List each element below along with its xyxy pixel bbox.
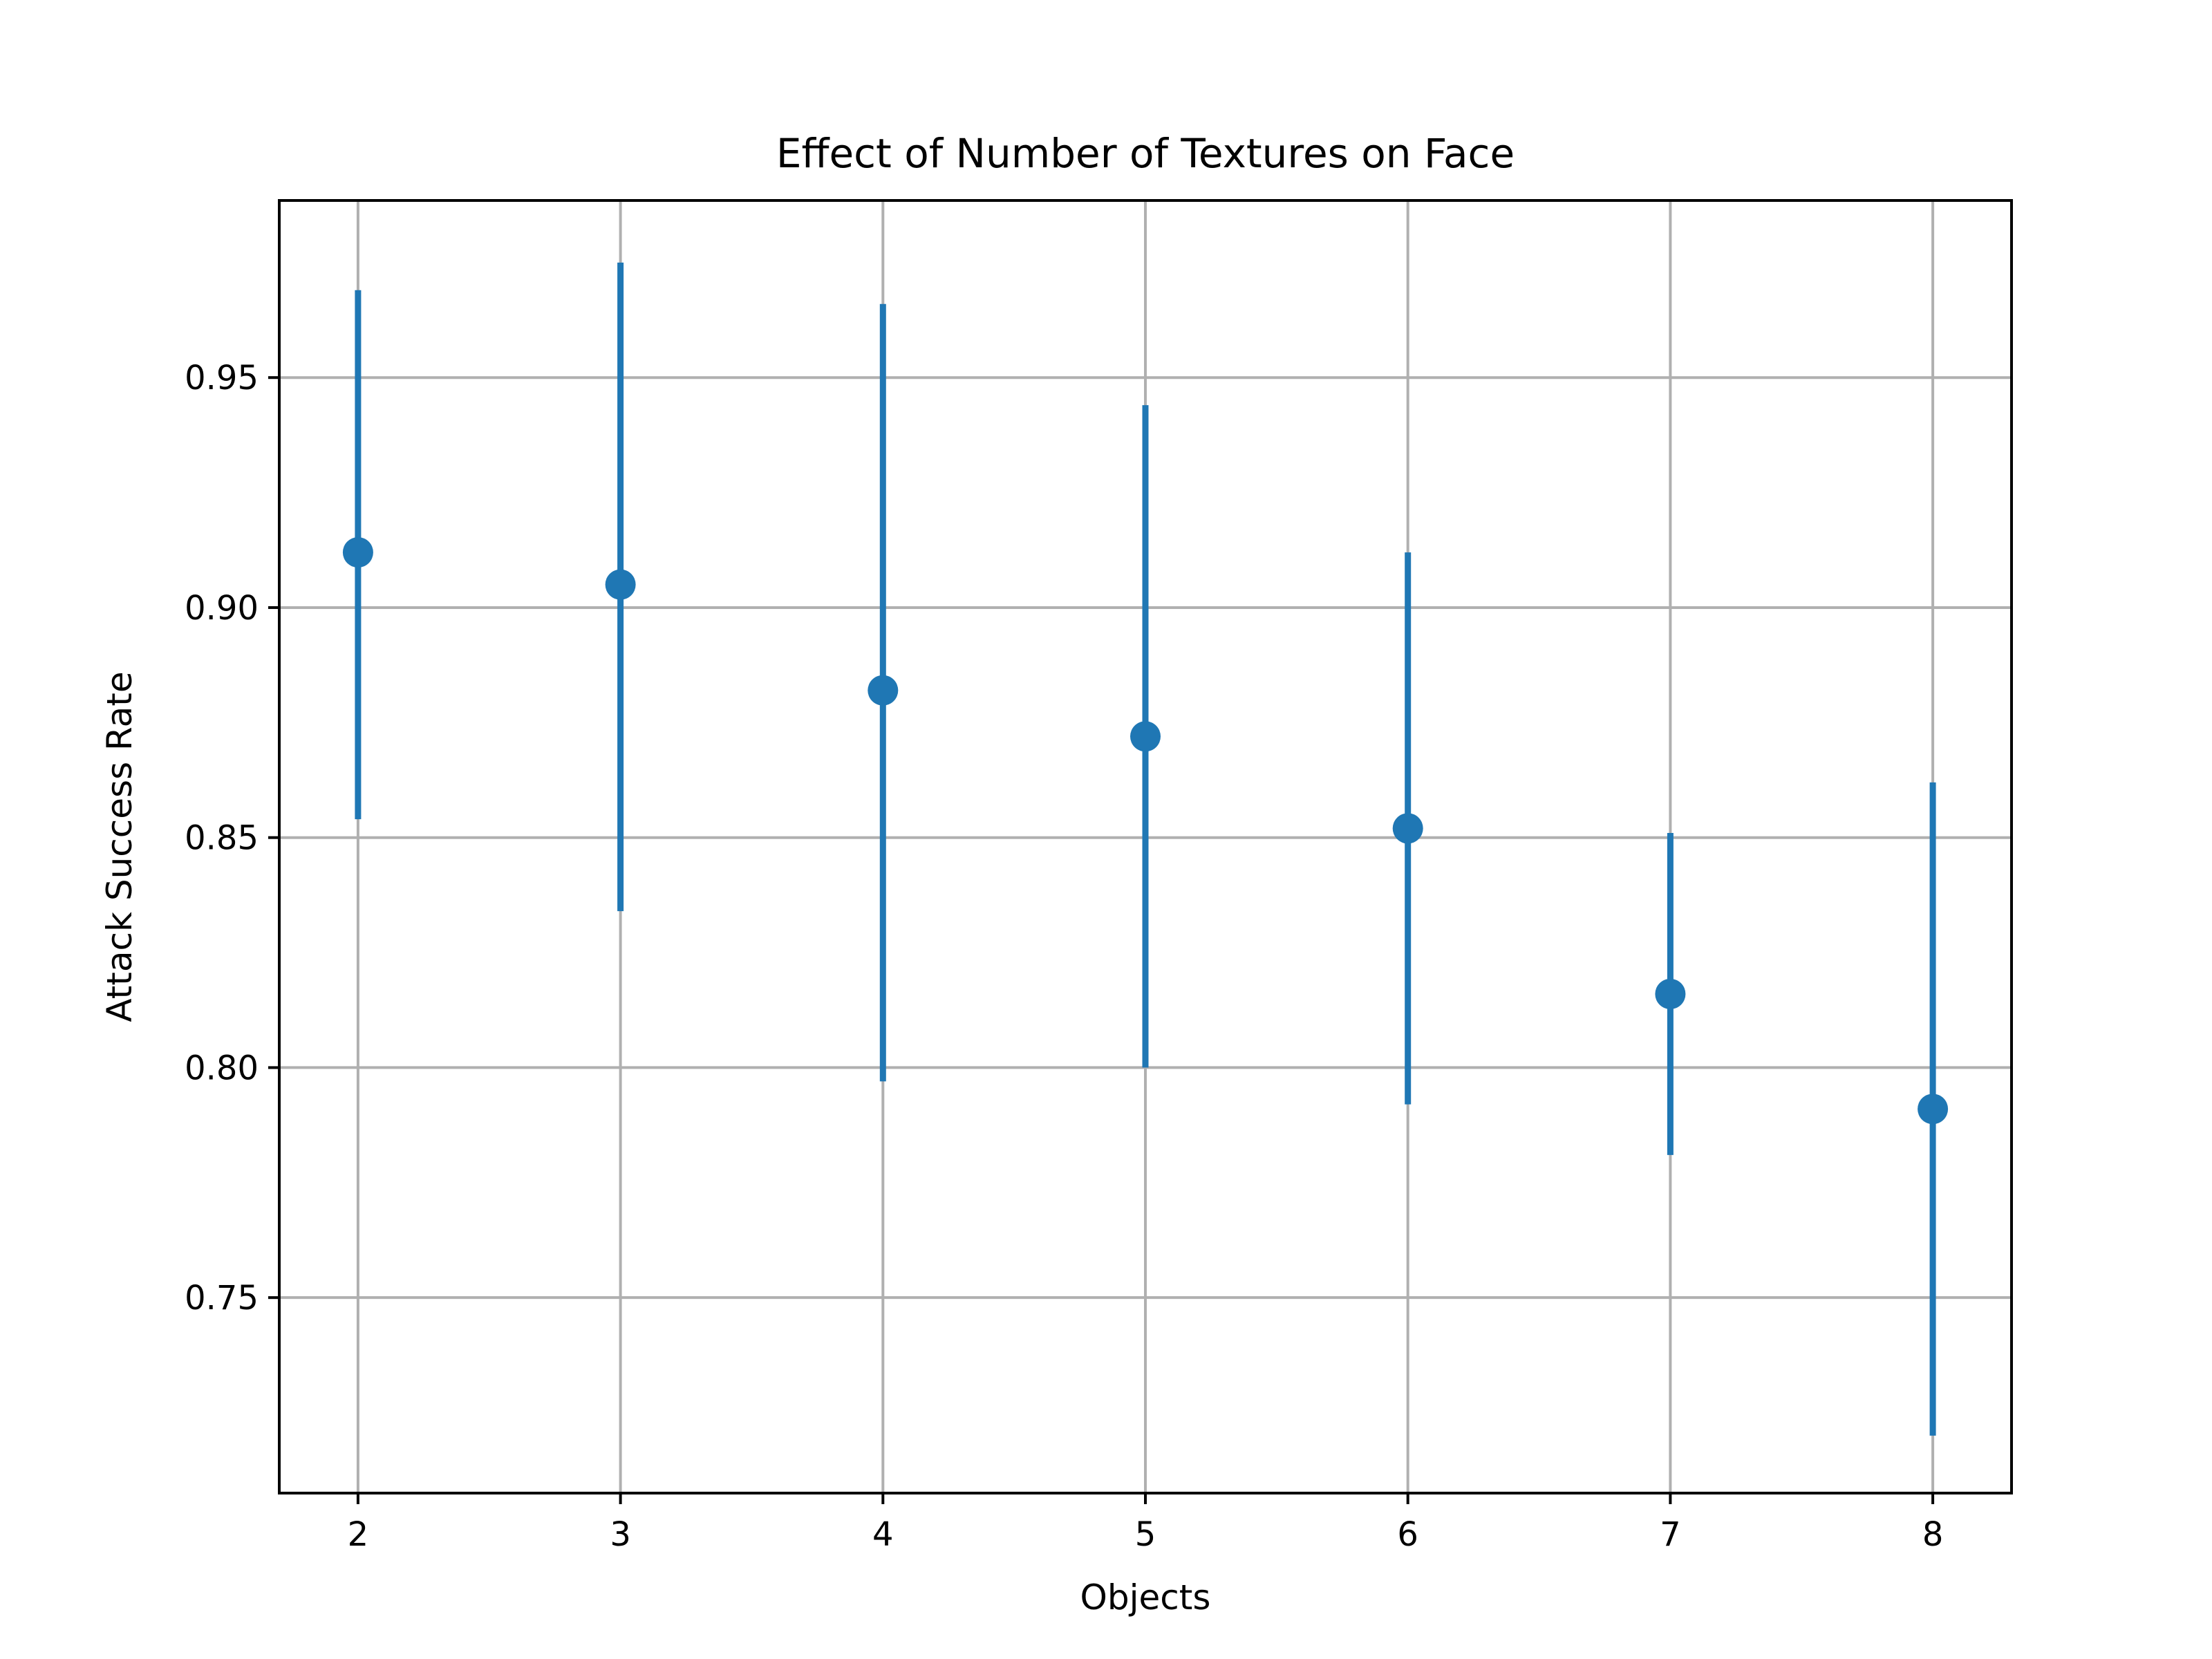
data-point — [605, 569, 636, 600]
data-point — [342, 537, 373, 568]
data-point — [1918, 1094, 1949, 1125]
x-tick-label: 5 — [1135, 1515, 1156, 1554]
y-tick-label: 0.75 — [185, 1279, 259, 1318]
y-tick-label: 0.95 — [185, 359, 259, 397]
data-points — [342, 537, 1949, 1125]
x-tick-label: 6 — [1397, 1515, 1418, 1554]
data-point — [1130, 721, 1161, 752]
x-tick-label: 2 — [348, 1515, 369, 1554]
x-axis-label: Objects — [1080, 1577, 1211, 1618]
y-tick-label: 0.80 — [185, 1049, 259, 1087]
data-point — [1392, 813, 1423, 844]
x-tick-label: 4 — [872, 1515, 894, 1554]
y-tick-label: 0.85 — [185, 819, 259, 858]
axis-ticks: 2 3 4 5 6 7 8 0.75 0.80 0.85 0.90 0.95 — [185, 359, 1943, 1554]
y-axis-label: Attack Success Rate — [100, 671, 140, 1022]
x-tick-label: 3 — [610, 1515, 631, 1554]
y-tick-label: 0.90 — [185, 589, 259, 628]
data-point — [1655, 978, 1686, 1009]
data-point — [868, 675, 899, 706]
chart-title: Effect of Number of Textures on Face — [776, 130, 1515, 177]
x-tick-label: 8 — [1922, 1515, 1944, 1554]
x-tick-label: 7 — [1660, 1515, 1681, 1554]
